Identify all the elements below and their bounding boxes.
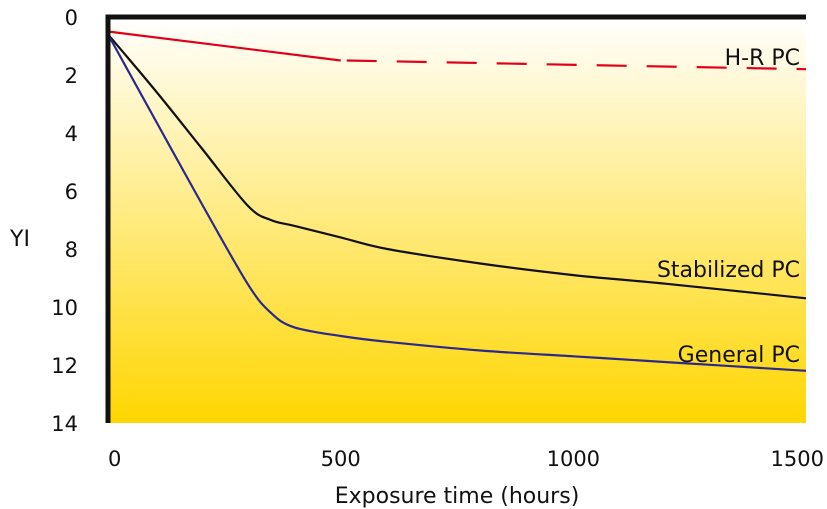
x-tick-label: 0	[108, 447, 121, 471]
stabilized-pc-label: Stabilized PC	[657, 258, 800, 283]
y-tick-label: 12	[51, 354, 78, 378]
y-axis-title: YI	[9, 227, 30, 252]
h-r-pc-label: H-R PC	[725, 46, 800, 71]
stabilized-pc-line	[107, 33, 807, 300]
x-tick-label: 500	[321, 447, 361, 471]
y-tick-labels: 0 2 4 6 8 10 12 14	[51, 6, 78, 436]
y-tick-label: 4	[65, 122, 78, 146]
h-r-pc-line-solid	[107, 30, 341, 62]
series-labels: H-R PC Stabilized PC General PC	[657, 46, 800, 368]
plot-area-background	[108, 17, 806, 423]
y-tick-label: 0	[65, 6, 78, 30]
y-tick-label: 14	[51, 412, 78, 436]
general-pc-line	[107, 33, 807, 372]
y-tick-label: 2	[65, 64, 78, 88]
h-r-pc-line-dashed	[346, 59, 807, 71]
x-axis-title: Exposure time (hours)	[335, 484, 580, 509]
y-tick-label: 10	[51, 296, 78, 320]
general-pc-label: General PC	[678, 343, 800, 368]
x-tick-label: 1000	[547, 447, 600, 471]
series-layer	[107, 30, 807, 372]
x-tick-labels: 0 500 1000 1500	[108, 447, 824, 471]
y-tick-label: 6	[65, 180, 78, 204]
y-tick-label: 8	[65, 238, 78, 262]
x-tick-label: 1500	[771, 447, 824, 471]
